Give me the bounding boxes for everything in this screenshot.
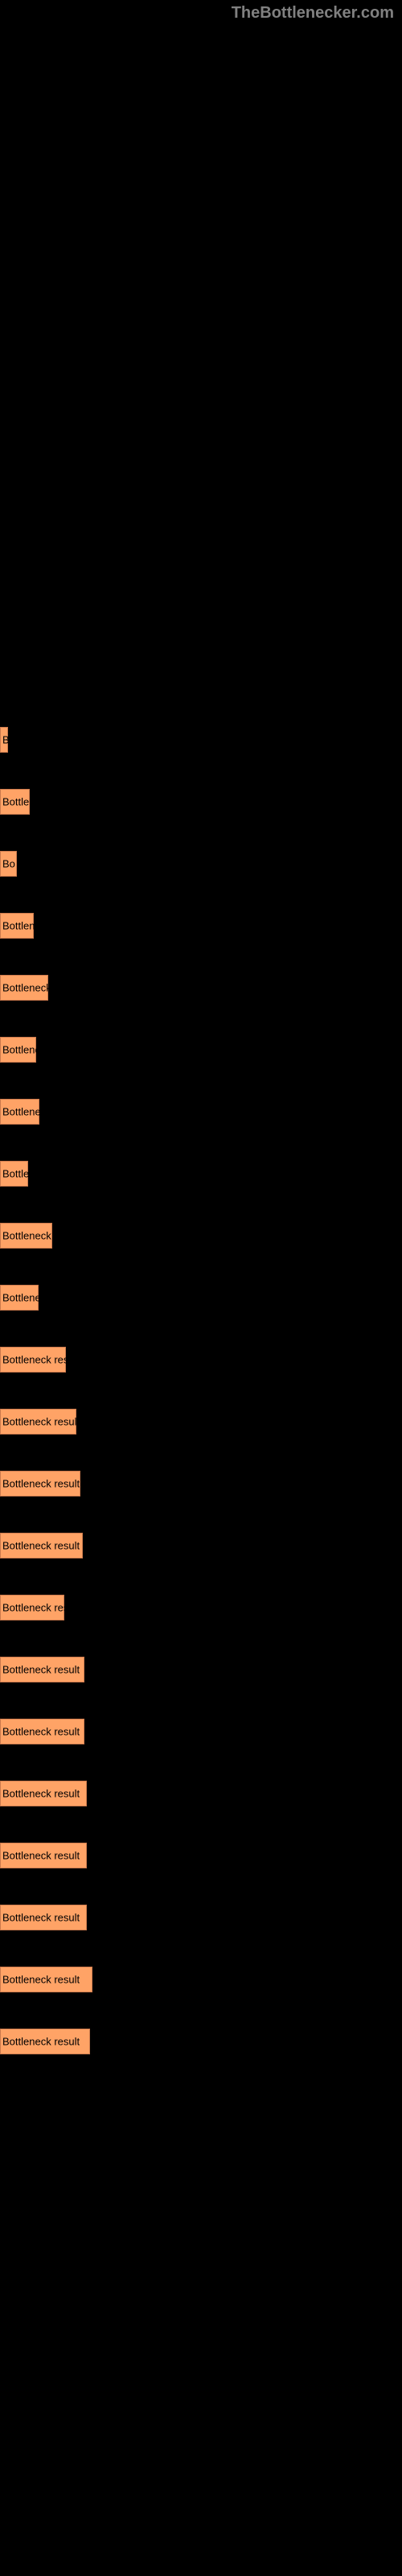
bar-label: Bottleneck resu — [2, 1354, 75, 1366]
bar-row: Bottleneck result — [0, 1409, 402, 1435]
bar-label: Bottlenec — [2, 1106, 46, 1118]
bar-label: Bottleneck result — [2, 2036, 80, 2048]
bar-row: Bottleneck resu — [0, 1347, 402, 1373]
bar-row: Bottleneck result — [0, 1905, 402, 1930]
bar-label: Bottleneck result — [2, 1478, 80, 1490]
bar-row: Bottlene — [0, 1285, 402, 1311]
bar-label: Bottleneck result — [2, 1726, 80, 1738]
bar-row: Bottleneck — [0, 975, 402, 1001]
bar-label: Bottleneck result — [2, 1912, 80, 1924]
bar-row: Bottle — [0, 789, 402, 815]
bar-row: Bottleneck result — [0, 1471, 402, 1496]
bar-label: Bottle — [2, 1168, 29, 1180]
bar-row: Bottle — [0, 1161, 402, 1187]
bar-row: Bottleneck r — [0, 1223, 402, 1249]
bar-label: Bottleneck result — [2, 1664, 80, 1676]
bar-label: Bottlene — [2, 1044, 41, 1056]
bar-row: Bottleneck result — [0, 1967, 402, 1992]
bar-label: Bottleneck r — [2, 1230, 58, 1242]
bar-chart: B Bottle Bo Bottlen Bottleneck Bottlene … — [0, 27, 402, 2054]
bar-row: Bottleneck result — [0, 1843, 402, 1868]
bar-row: B — [0, 727, 402, 753]
bar-label: Bottlen — [2, 920, 35, 932]
bar-row: Bottleneck result — [0, 1657, 402, 1682]
bar-row: Bottleneck result — [0, 1719, 402, 1744]
bar-label: Bottleneck res — [2, 1602, 68, 1614]
bar-label: Bo — [2, 858, 15, 870]
bar-row: Bottleneck result — [0, 1533, 402, 1558]
bar-label: Bottleneck result — [2, 1416, 80, 1428]
bar-row: Bottlenec — [0, 1099, 402, 1125]
bar-row: Bottlene — [0, 1037, 402, 1063]
watermark-text: TheBottlenecker.com — [0, 0, 402, 27]
bar-row: Bo — [0, 851, 402, 877]
bar-label: Bottleneck result — [2, 1974, 80, 1986]
bar-label: Bottleneck result — [2, 1788, 80, 1800]
bar-label: Bottleneck result — [2, 1850, 80, 1862]
bar-label: B — [2, 734, 10, 746]
bar-label: Bottle — [2, 796, 29, 808]
bar-label: Bottleneck — [2, 982, 51, 994]
bar-row: Bottleneck result — [0, 1781, 402, 1806]
bar-row: Bottleneck result — [0, 2029, 402, 2054]
bar-row: Bottleneck res — [0, 1595, 402, 1620]
bar-row: Bottlen — [0, 913, 402, 939]
bar-label: Bottleneck result — [2, 1540, 80, 1552]
bar-label: Bottlene — [2, 1292, 41, 1304]
